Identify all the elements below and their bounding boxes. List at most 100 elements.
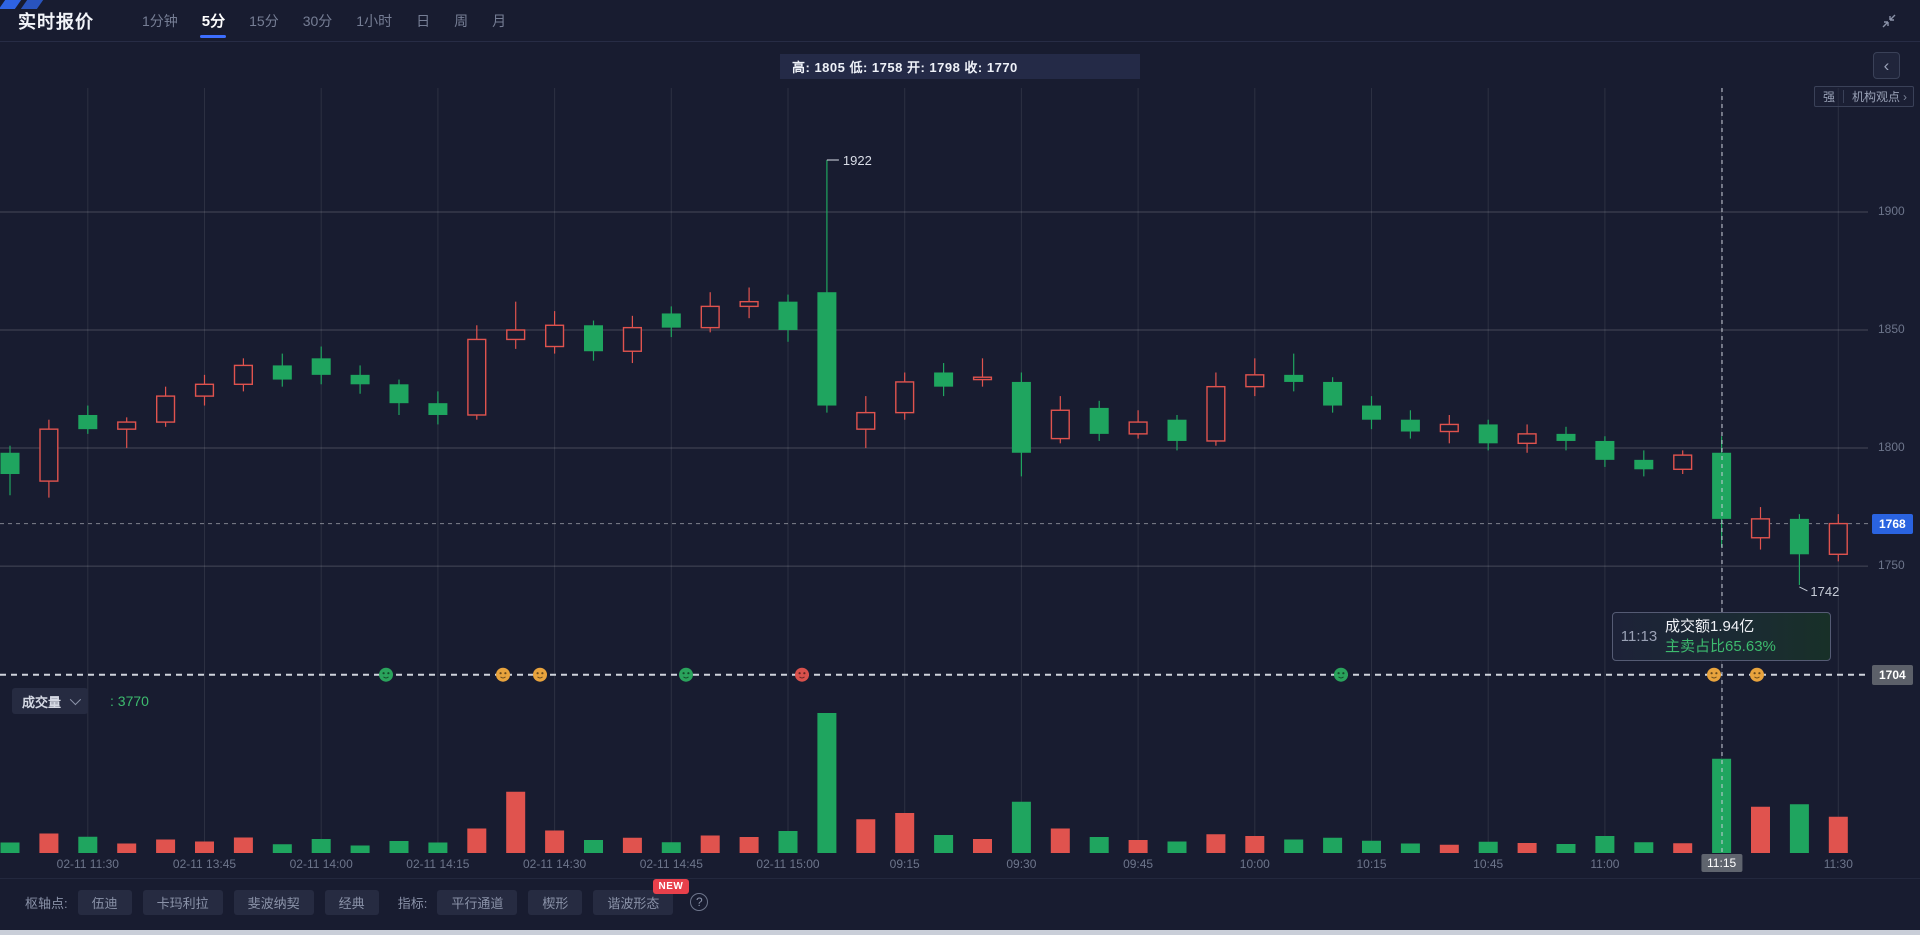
help-icon[interactable]: ?: [690, 893, 709, 911]
period-tab[interactable]: 日: [416, 12, 431, 29]
period-tabs: 1分钟 5分 15分 30分 1小时 日 周 月: [130, 0, 518, 42]
chevron-right-icon: ›: [1903, 89, 1907, 104]
period-tab[interactable]: 1小时: [356, 12, 393, 29]
time-tick-label: 10:00: [1239, 857, 1270, 871]
volume-indicator-dropdown[interactable]: 成交量: [12, 688, 89, 714]
candle-body-down: [1595, 440, 1615, 460]
toolbar-button[interactable]: 卡玛利拉: [142, 889, 223, 915]
sentiment-marker: [533, 667, 547, 682]
volume-bar: [856, 819, 876, 853]
period-tab[interactable]: 5分: [202, 0, 225, 42]
candle-body-up: [700, 305, 720, 329]
volume-header: 成交量 : 3770: [12, 688, 149, 714]
volume-bar: [895, 813, 915, 853]
chevron-down-icon: [69, 693, 82, 706]
candle-body-down: [934, 372, 954, 387]
toolbar-button[interactable]: 平行通道: [437, 889, 518, 915]
high-annotation: 1922: [843, 153, 872, 168]
time-tick-label: 11:30: [1823, 857, 1853, 871]
toolbar-button[interactable]: 楔形: [528, 889, 583, 915]
indicator-buttons: 平行通道 楔形 谐波形态 NEW: [437, 878, 690, 915]
time-tick-label-highlighted: 11:15: [1701, 854, 1743, 872]
low-bound-badge: 1704: [1872, 664, 1913, 685]
volume-bar: [1789, 804, 1809, 853]
volume-bar: [934, 835, 954, 853]
candle-body-down: [78, 414, 98, 430]
sentiment-pill[interactable]: 强 机构观点 ›: [1813, 86, 1914, 107]
candle-body-down: [1789, 518, 1809, 555]
candle-body-down: [661, 313, 681, 328]
candle-body-up: [856, 411, 876, 430]
ohlc-tooltip-bar: 高: 1805 低: 1758 开: 1798 收: 1770: [780, 54, 1140, 79]
candle-body-up: [155, 395, 176, 423]
volume-bar: [700, 835, 720, 853]
candle-body-up: [39, 428, 59, 482]
period-tab[interactable]: 月: [492, 12, 507, 29]
sentiment-marker: [496, 667, 510, 682]
volume-bar: [311, 839, 331, 853]
page-title: 实时报价: [18, 11, 94, 32]
time-tick-label: 02-11 14:15: [406, 857, 470, 871]
volume-bar: [467, 828, 487, 853]
candle-body-down: [1400, 419, 1420, 432]
exit-fullscreen-icon[interactable]: [1880, 12, 1898, 30]
candle-body-down: [428, 403, 448, 415]
period-tab[interactable]: 30分: [302, 12, 333, 29]
candle-body-down: [1478, 424, 1498, 444]
candle-body-down: [584, 325, 603, 352]
annotation-tick: [1799, 586, 1808, 592]
candle-body-up: [545, 324, 565, 348]
candle-body-down: [817, 292, 837, 406]
bottom-scrollbar[interactable]: [0, 930, 1920, 935]
volume-bar: [1673, 843, 1693, 853]
toolbar-button[interactable]: 谐波形态 NEW: [593, 878, 690, 915]
volume-bar: [389, 841, 409, 853]
period-tab[interactable]: 周: [454, 12, 469, 29]
time-tick-label: 09:15: [889, 857, 920, 871]
ohlc-text: 高: 1805 低: 1758 开: 1798 收: 1770: [792, 60, 1018, 75]
time-tick-label: 11:00: [1590, 857, 1620, 871]
volume-bar: [39, 833, 59, 853]
volume-bar: [1128, 840, 1148, 853]
volume-bar: [1167, 841, 1187, 853]
volume-bar: [778, 831, 798, 853]
volume-bar: [1439, 844, 1459, 853]
sentiment-marker: [795, 667, 809, 682]
volume-label: 成交量: [22, 694, 62, 710]
candle-body-up: [1673, 454, 1693, 470]
volume-bar: [1323, 837, 1343, 853]
volume-bar: [195, 841, 214, 853]
tooltip-sell-ratio: 主卖占比65.63%: [1665, 637, 1776, 655]
volume-bar: [117, 843, 137, 853]
panel-collapse-button[interactable]: ‹: [1873, 52, 1900, 79]
time-tick-label: 09:30: [1006, 857, 1037, 871]
candle-body-up: [1245, 374, 1265, 388]
toolbar-button[interactable]: 斐波纳契: [233, 889, 314, 915]
volume-bar: [233, 837, 253, 853]
crosshair-tooltip: 11:13 成交额1.94亿 主卖占比65.63%: [1612, 612, 1831, 661]
toolbar-button[interactable]: 经典: [324, 889, 379, 915]
candle-body-up: [622, 326, 642, 352]
candle-body-down: [1167, 419, 1187, 441]
volume-bar: [1362, 840, 1381, 853]
volume-bar: [1595, 836, 1615, 853]
institution-view-link[interactable]: 机构观点: [1851, 90, 1900, 104]
candle-body-up: [194, 383, 215, 397]
volume-bar: [1206, 834, 1226, 853]
volume-bar: [817, 713, 837, 853]
candle-body-down: [1011, 381, 1031, 453]
volume-bar: [1284, 839, 1304, 853]
volume-bar: [1089, 837, 1109, 853]
pivot-buttons: 伍迪 卡玛利拉 斐波纳契 经典: [77, 889, 390, 915]
volume-bar: [1712, 758, 1732, 853]
period-tab[interactable]: 1分钟: [142, 12, 178, 29]
toolbar-button[interactable]: 伍迪: [77, 889, 132, 915]
volume-bar: [584, 840, 603, 853]
time-tick-label: 02-11 14:30: [523, 857, 587, 871]
candle-body-down: [1089, 407, 1109, 434]
strength-badge: 强: [1822, 90, 1835, 104]
period-tab[interactable]: 15分: [249, 12, 279, 29]
last-price-badge: 1768: [1872, 513, 1913, 534]
